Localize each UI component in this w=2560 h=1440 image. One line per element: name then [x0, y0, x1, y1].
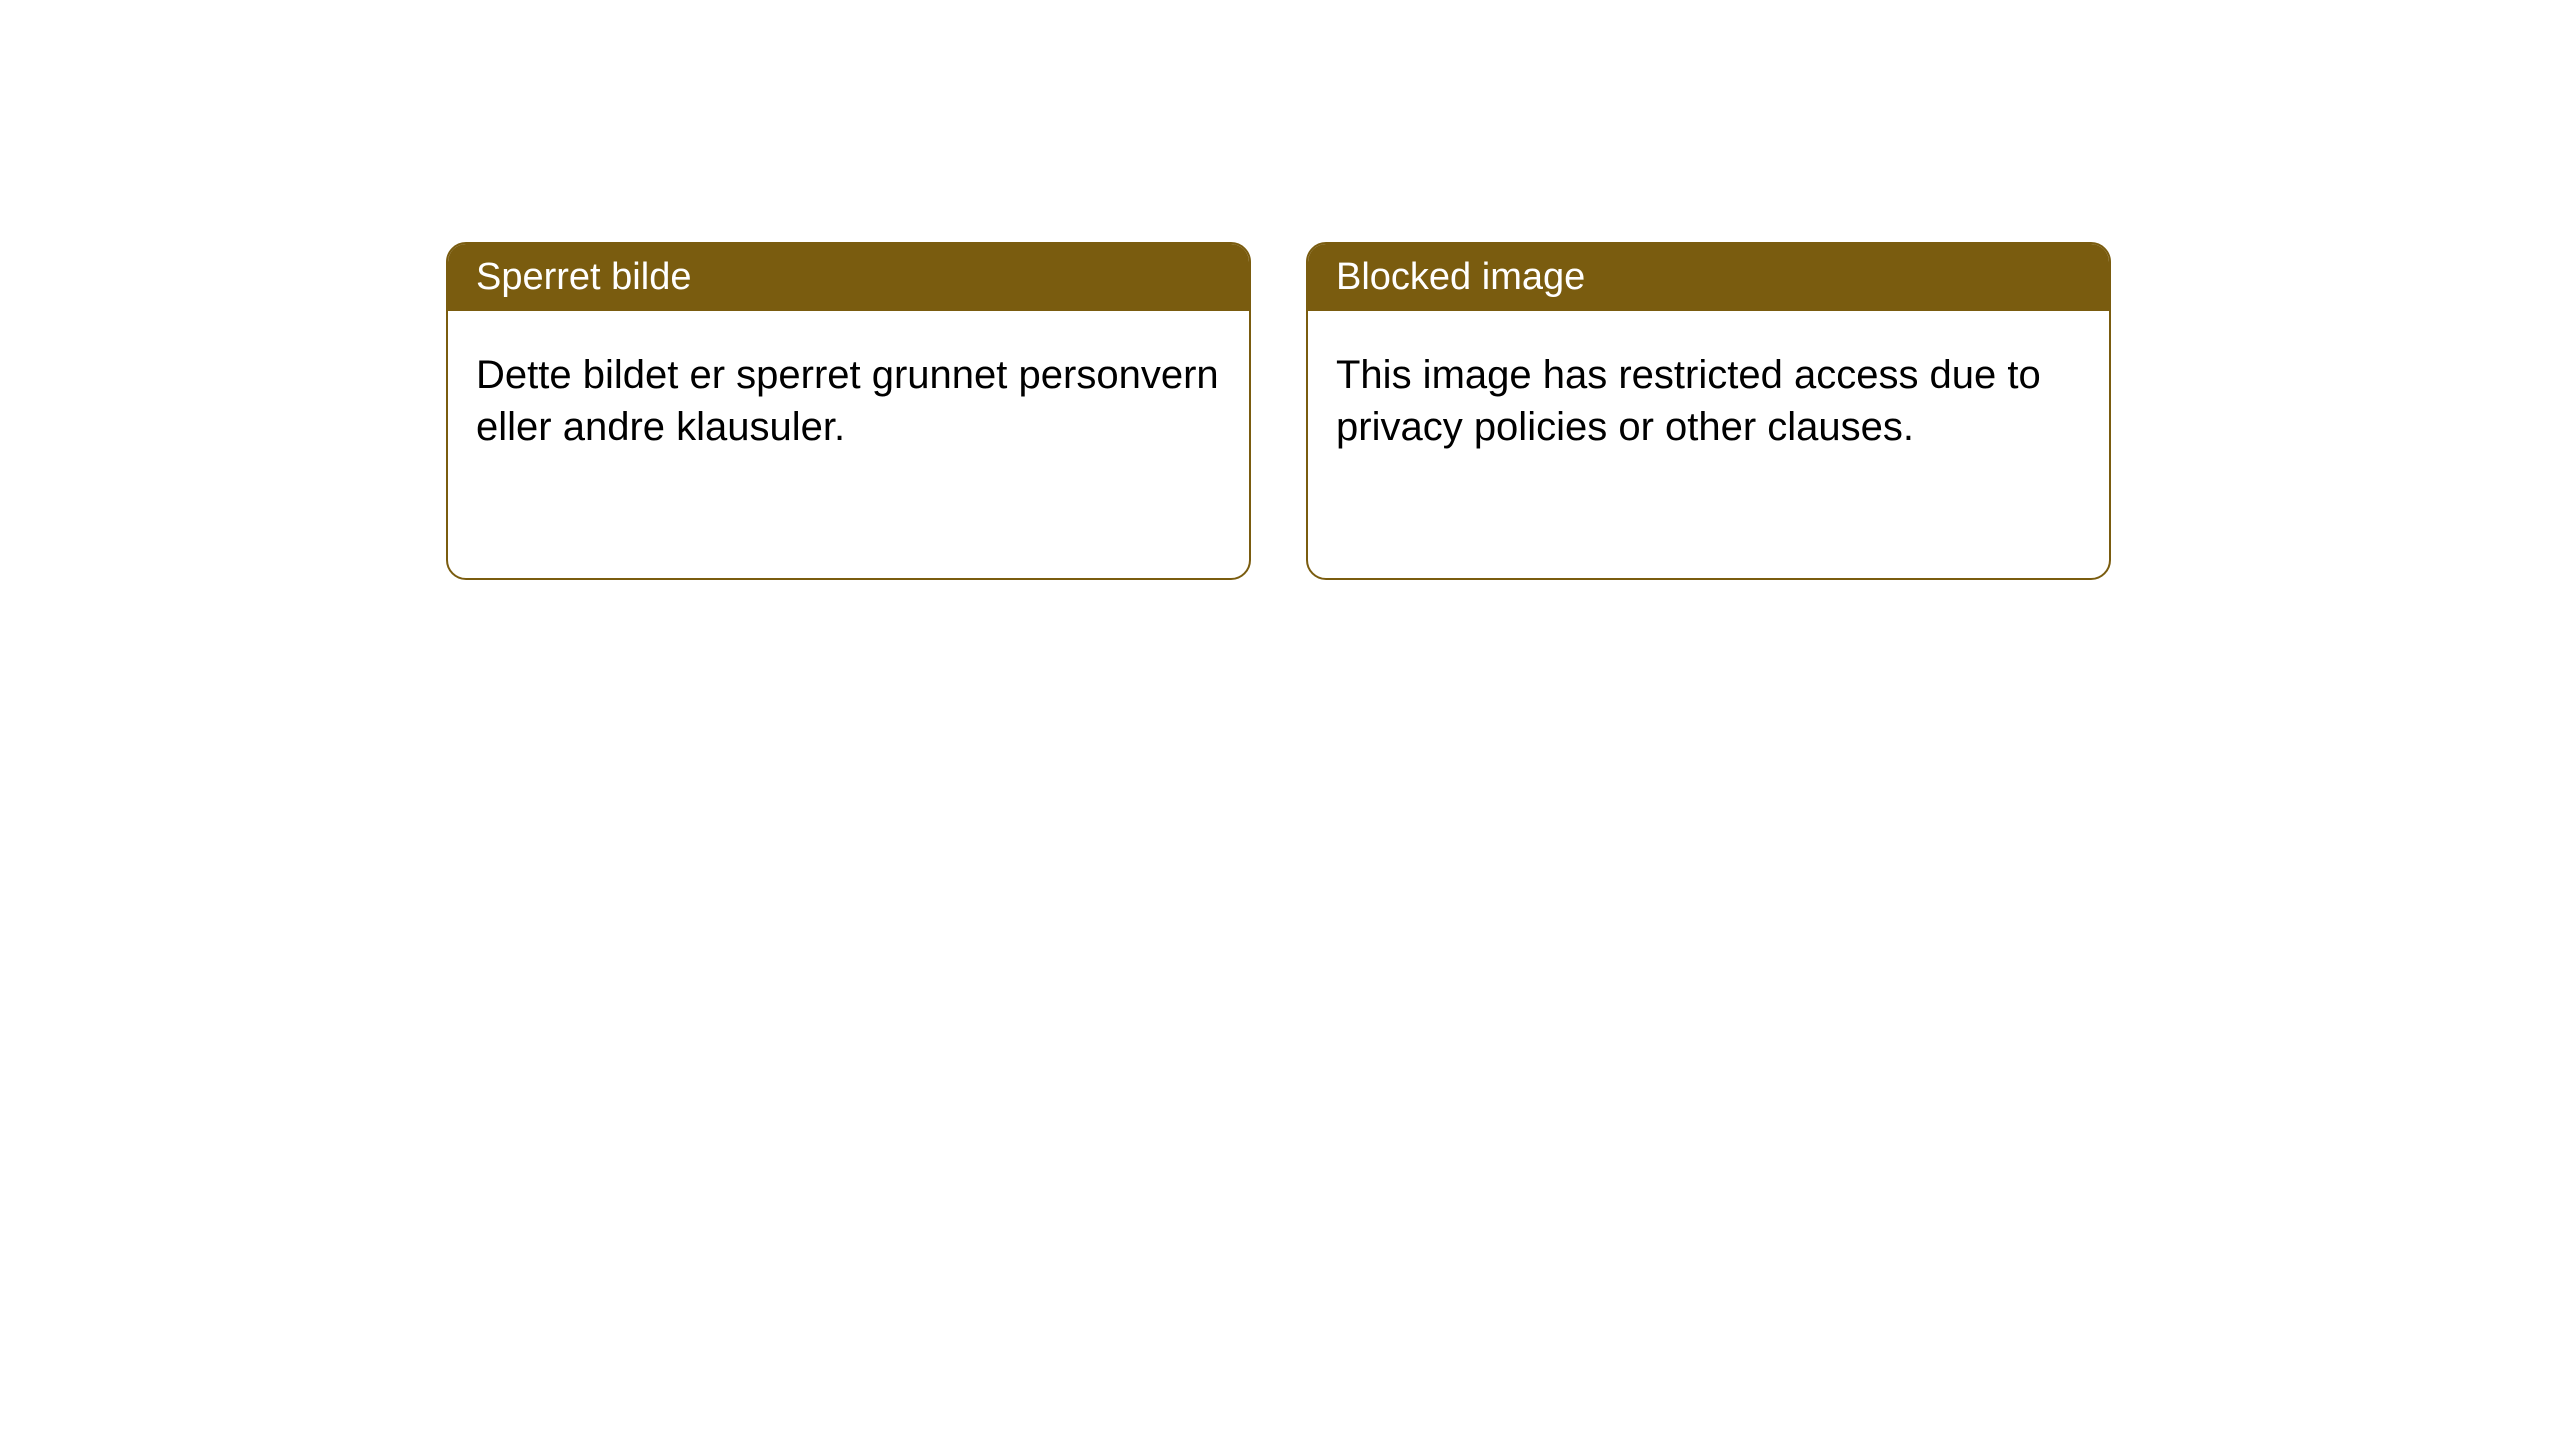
notice-header: Sperret bilde — [448, 244, 1249, 311]
notice-card-norwegian: Sperret bilde Dette bildet er sperret gr… — [446, 242, 1251, 580]
notice-text: This image has restricted access due to … — [1336, 353, 2041, 449]
notice-text: Dette bildet er sperret grunnet personve… — [476, 353, 1219, 449]
notice-title: Blocked image — [1336, 256, 1585, 298]
notice-title: Sperret bilde — [476, 256, 691, 298]
notice-body: This image has restricted access due to … — [1308, 311, 2109, 491]
notice-card-english: Blocked image This image has restricted … — [1306, 242, 2111, 580]
notice-cards-container: Sperret bilde Dette bildet er sperret gr… — [446, 242, 2111, 580]
notice-body: Dette bildet er sperret grunnet personve… — [448, 311, 1249, 491]
notice-header: Blocked image — [1308, 244, 2109, 311]
